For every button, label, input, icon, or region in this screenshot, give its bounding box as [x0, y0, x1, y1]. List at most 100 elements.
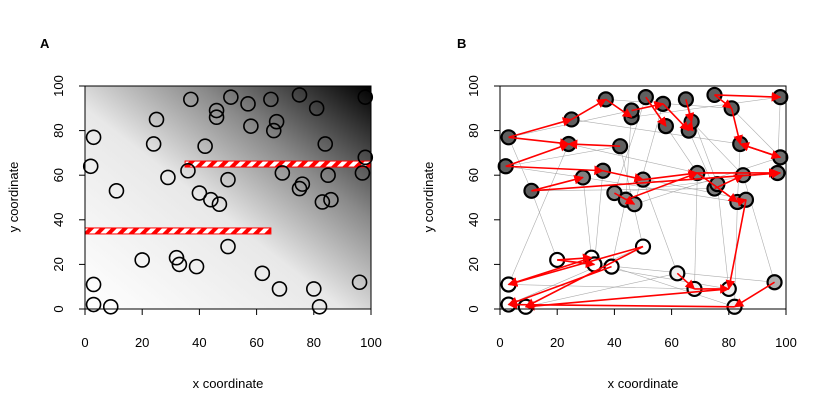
panel-a-point [294, 176, 311, 192]
panel-b-x-tick-label: 60 [664, 335, 678, 350]
panel-b-x-tick-label: 20 [550, 335, 564, 350]
panel-a-point [263, 91, 279, 108]
panel-a-point [317, 136, 334, 152]
panel-a-point [291, 180, 308, 197]
panel-a-x-tick-label: 40 [192, 335, 206, 350]
panel-b-plot-area [497, 86, 789, 315]
panel-b-x-tick-label: 40 [607, 335, 621, 350]
panel-b-arrow [508, 136, 570, 148]
panel-b-gray-line [665, 125, 698, 174]
panel-b-arrow [505, 142, 570, 168]
panel-b-gray-line [582, 177, 592, 258]
panel-a-barrier [84, 227, 272, 235]
panel-a-point [85, 296, 102, 313]
panel-b-gray-line [508, 284, 695, 290]
panel-b-gray-line [525, 273, 678, 308]
panel-a-point [85, 129, 102, 146]
panel-a-point [82, 158, 99, 175]
panel-a-frame [84, 85, 372, 310]
panel-b-gray-line [571, 119, 741, 145]
panel-a-point [203, 191, 219, 208]
panel-b-arrow [507, 256, 592, 287]
panel-b-arrow [684, 120, 694, 132]
panel-a-x-tick-label: 80 [307, 335, 321, 350]
panel-a-point [240, 96, 256, 112]
panel-a-plot-area [82, 85, 374, 315]
panel-b-frame [499, 85, 787, 310]
panel-a-y-tick-label: 20 [51, 257, 66, 271]
panel-b-arrow [605, 98, 633, 118]
panel-a-label: A [40, 36, 50, 51]
panel-b-y-tick-label: 20 [466, 257, 481, 271]
panel-b-arrow [725, 199, 747, 290]
panel-a-point [148, 111, 165, 128]
panel-a-y-tick-label: 0 [51, 305, 66, 312]
panel-b-axes: 0 20 40 60 80 100 0 20 40 60 80 100 [466, 75, 797, 350]
panel-b-gray-line [717, 184, 730, 289]
panel-b-arrow [507, 265, 612, 307]
panel-a-point [102, 298, 119, 315]
panel-b-arrow [631, 100, 664, 112]
panel-b-gray-line [625, 110, 632, 200]
panel-a-x-tick-label: 20 [135, 335, 149, 350]
panel-b-gray-line [691, 121, 744, 176]
panel-b-arrow [567, 139, 621, 150]
panel-a-point [357, 149, 374, 166]
panel-b-gray-line [505, 165, 583, 178]
panel-b-gray-line [642, 179, 678, 274]
panel-a-point [323, 191, 339, 208]
panel-a-point [211, 196, 228, 212]
panel-a-y-axis-title: y coordinate [6, 162, 21, 233]
panel-a-x-axis-title: x coordinate [193, 376, 264, 391]
panel-b-gray-line [568, 143, 698, 174]
panel-a-y-tick-label: 80 [51, 123, 66, 137]
panel-b-gray-line [508, 137, 532, 191]
panel-b-arrow [714, 92, 782, 102]
panel-b-y-tick-label: 100 [466, 75, 481, 97]
panel-b-arrow [739, 142, 781, 159]
panel-b-arrow [733, 281, 775, 308]
panel-a-y-tick-label: 60 [51, 168, 66, 182]
panel-a-point [223, 89, 239, 105]
panel-b-gray-line [631, 96, 781, 118]
panel-b-y-tick-label: 60 [466, 168, 481, 182]
panel-b-gray-line [582, 177, 738, 203]
panel-b-label: B [457, 36, 466, 51]
panel-a-point [134, 252, 150, 268]
panel-a-point [208, 102, 225, 119]
panel-a-axes: 0 20 40 60 80 100 0 20 40 60 80 100 [51, 75, 382, 350]
panel-a-x-tick-label: 60 [249, 335, 263, 350]
panel-b-gray-line [508, 246, 644, 305]
panel-b-arrow [524, 245, 644, 308]
panel-b-gray-line [694, 172, 698, 289]
panel-b-arrow [507, 299, 735, 310]
panel-a-point [208, 109, 225, 126]
panel-a-point [320, 167, 336, 183]
panel-b-gray-line [614, 97, 647, 194]
panel-b-arrow [571, 98, 607, 121]
panel-a-point [145, 136, 162, 152]
panel-a-point [351, 274, 368, 291]
panel-a-barrier [184, 160, 372, 168]
panel-b-arrow [507, 245, 644, 287]
panel-a-y-tick-label: 40 [51, 213, 66, 227]
panel-b-gray-line [688, 130, 715, 189]
panel-a-point [243, 118, 259, 134]
panel-a-point [160, 169, 176, 186]
panel-a-point [314, 194, 331, 210]
panel-b-arrow [508, 117, 573, 139]
panel-a-point [188, 258, 205, 275]
panel-a-point [311, 298, 328, 315]
panel-a-point [183, 91, 199, 108]
panel-b-arrow [645, 96, 667, 127]
panel-a-x-tick-label: 0 [81, 335, 88, 350]
panel-b-x-tick-label: 0 [496, 335, 503, 350]
panel-b-arrow [602, 169, 644, 183]
panel-b-gray-line [508, 143, 569, 285]
panel-a-point [265, 122, 282, 139]
panel-a-point [108, 183, 125, 199]
panel-b-gray-line [505, 145, 621, 167]
panel-b-arrow [531, 174, 584, 192]
panel-b-y-tick-label: 0 [466, 305, 481, 312]
